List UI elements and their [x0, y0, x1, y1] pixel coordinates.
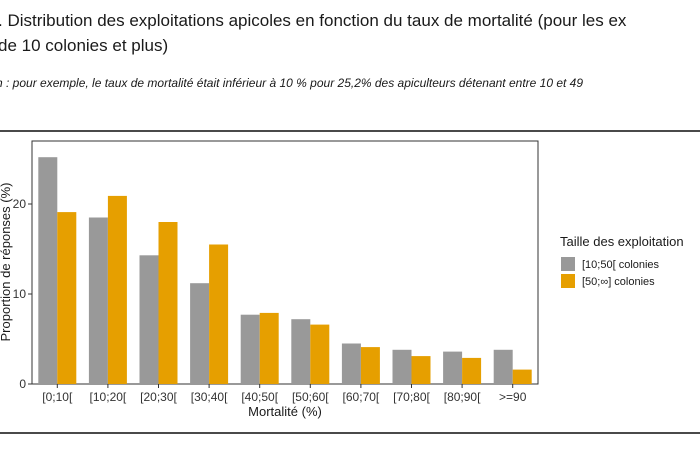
x-tick-label: [10;20[: [90, 390, 127, 404]
x-tick-label: [80;90[: [444, 390, 481, 404]
x-axis: [0;10[ [10;20[ [20;30[ [30;40[ [40;50[ [50;60…: [42, 384, 527, 404]
x-tick-label: [0;10[: [42, 390, 73, 404]
x-tick-label: >=90: [499, 390, 527, 404]
bar-large-8: [462, 357, 482, 384]
figure-note: n : pour exemple, le taux de mortalité é…: [0, 76, 584, 90]
bar-small-9: [493, 349, 513, 384]
bar-small-2: [139, 255, 159, 384]
bottom-rule: [0, 432, 700, 434]
x-axis-title: Mortalité (%): [248, 404, 322, 419]
figure-title: . Distribution des exploitations apicole…: [0, 8, 700, 58]
x-tick-label: [40;50[: [241, 390, 278, 404]
y-axis: 0 10 20: [13, 197, 32, 391]
bar-small-3: [190, 283, 210, 384]
x-tick-label: [70;80[: [393, 390, 430, 404]
bar-small-7: [392, 349, 412, 384]
x-tick-label: [60;70[: [343, 390, 380, 404]
legend-title: Taille des exploitation: [560, 234, 684, 249]
bar-large-5: [310, 324, 330, 384]
bars-group: [38, 157, 532, 384]
legend-swatch-0: [561, 257, 575, 271]
y-tick-label: 0: [19, 377, 26, 391]
bar-small-1: [88, 217, 108, 384]
bar-large-0: [57, 212, 77, 384]
bar-chart: 0 10 20 [0;10[ [10;20[ [20;30[ [30;40[ [40;50[…: [0, 140, 684, 419]
plot-panel-border: [31, 140, 539, 385]
legend-swatch-1: [561, 274, 575, 288]
figure-title-line-2: de 10 colonies et plus): [0, 36, 169, 55]
bar-large-9: [512, 369, 532, 384]
bar-small-0: [38, 157, 58, 384]
y-tick-label: 20: [13, 197, 27, 211]
y-axis-title: Proportion de réponses (%): [0, 183, 13, 342]
bar-large-6: [360, 347, 380, 384]
bar-large-4: [259, 312, 279, 384]
bar-large-1: [107, 195, 127, 384]
x-tick-label: [30;40[: [191, 390, 228, 404]
top-rule: [0, 130, 700, 132]
figure-title-line-1: . Distribution des exploitations apicole…: [0, 11, 627, 30]
bar-large-3: [209, 244, 229, 384]
bar-small-4: [240, 314, 260, 384]
bar-large-2: [158, 222, 178, 384]
bar-small-5: [291, 319, 311, 384]
legend-label-0: [10;50[ colonies: [582, 259, 660, 271]
x-tick-label: [20;30[: [140, 390, 177, 404]
bar-small-8: [443, 351, 463, 384]
legend-label-1: [50;∞] colonies: [582, 276, 655, 288]
y-tick-label: 10: [13, 287, 27, 301]
legend: Taille des exploitation [10;50[ colonies…: [560, 234, 684, 288]
bar-small-6: [341, 343, 361, 384]
x-tick-label: [50;60[: [292, 390, 329, 404]
bar-large-7: [411, 356, 431, 384]
